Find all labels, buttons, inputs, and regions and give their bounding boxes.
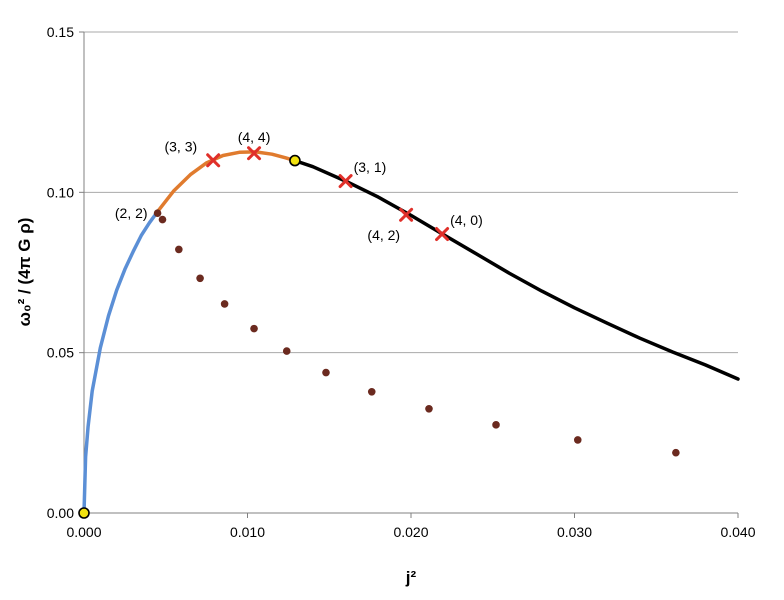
- mode-label: (4, 4): [238, 129, 271, 145]
- x-tick-label: 0.000: [66, 524, 101, 540]
- x-tick-label: 0.030: [557, 524, 592, 540]
- series-3-dot: [425, 404, 433, 413]
- grid: [84, 31, 738, 354]
- y-tick-label: 0.10: [47, 184, 74, 200]
- x-tick-label: 0.040: [720, 524, 755, 540]
- y-axis-title: ω₀² / (4π G ρ): [15, 218, 34, 327]
- series-3-dot: [282, 347, 291, 355]
- series: [82, 150, 740, 515]
- series-3-dot: [158, 215, 167, 224]
- y-tick-label: 0.05: [47, 345, 74, 361]
- cross-marker: [338, 174, 353, 189]
- mode-label: (2, 2): [115, 205, 148, 221]
- x-tick-label: 0.010: [230, 524, 265, 540]
- series-0-curve: [82, 209, 160, 515]
- mode-label: (3, 1): [354, 159, 387, 175]
- series-3-dot: [573, 436, 582, 444]
- x-tick-label: 0.020: [393, 524, 428, 540]
- series-3-dot: [492, 421, 500, 429]
- mode-label: (4, 0): [450, 212, 483, 228]
- axes: 0.00 0.05 0.10 0.15 0.000 0.010 0.020 0.030 0.04…: [47, 24, 756, 540]
- series-4-point: [78, 507, 90, 519]
- series-3-dot: [672, 448, 680, 457]
- series-3-dot: [322, 368, 330, 377]
- mode-label: (4, 2): [367, 227, 400, 243]
- x-axis-title: j²: [405, 568, 417, 587]
- series-1-curve: [155, 150, 297, 214]
- series-3-dot: [367, 387, 376, 396]
- cross-marker: [206, 153, 221, 168]
- series-4-point: [289, 154, 301, 167]
- series-3-dot: [220, 300, 229, 308]
- y-tick-label: 0.00: [47, 505, 74, 521]
- series-3-dot: [196, 274, 204, 283]
- mode-label: (3, 3): [164, 138, 197, 154]
- series-3-dot: [153, 209, 162, 217]
- cross-marker: [247, 146, 262, 161]
- annotations: (2, 2) (3, 3) (4, 4) (3, 1) (4, 2) (4, 0): [115, 129, 483, 243]
- y-tick-label: 0.15: [47, 24, 74, 40]
- cross-marker: [399, 207, 414, 222]
- markers: [78, 146, 680, 519]
- series-3-dot: [175, 245, 183, 254]
- series-3-dot: [250, 324, 258, 333]
- cross-marker: [435, 227, 450, 242]
- series-2-curve: [293, 158, 740, 381]
